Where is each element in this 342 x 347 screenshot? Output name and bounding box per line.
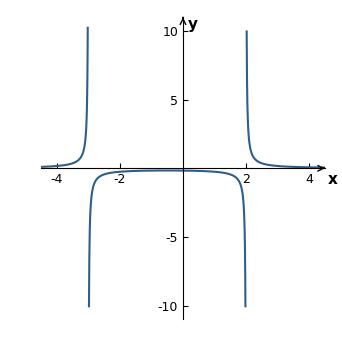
Text: y: y — [188, 17, 198, 32]
Text: x: x — [328, 172, 338, 187]
